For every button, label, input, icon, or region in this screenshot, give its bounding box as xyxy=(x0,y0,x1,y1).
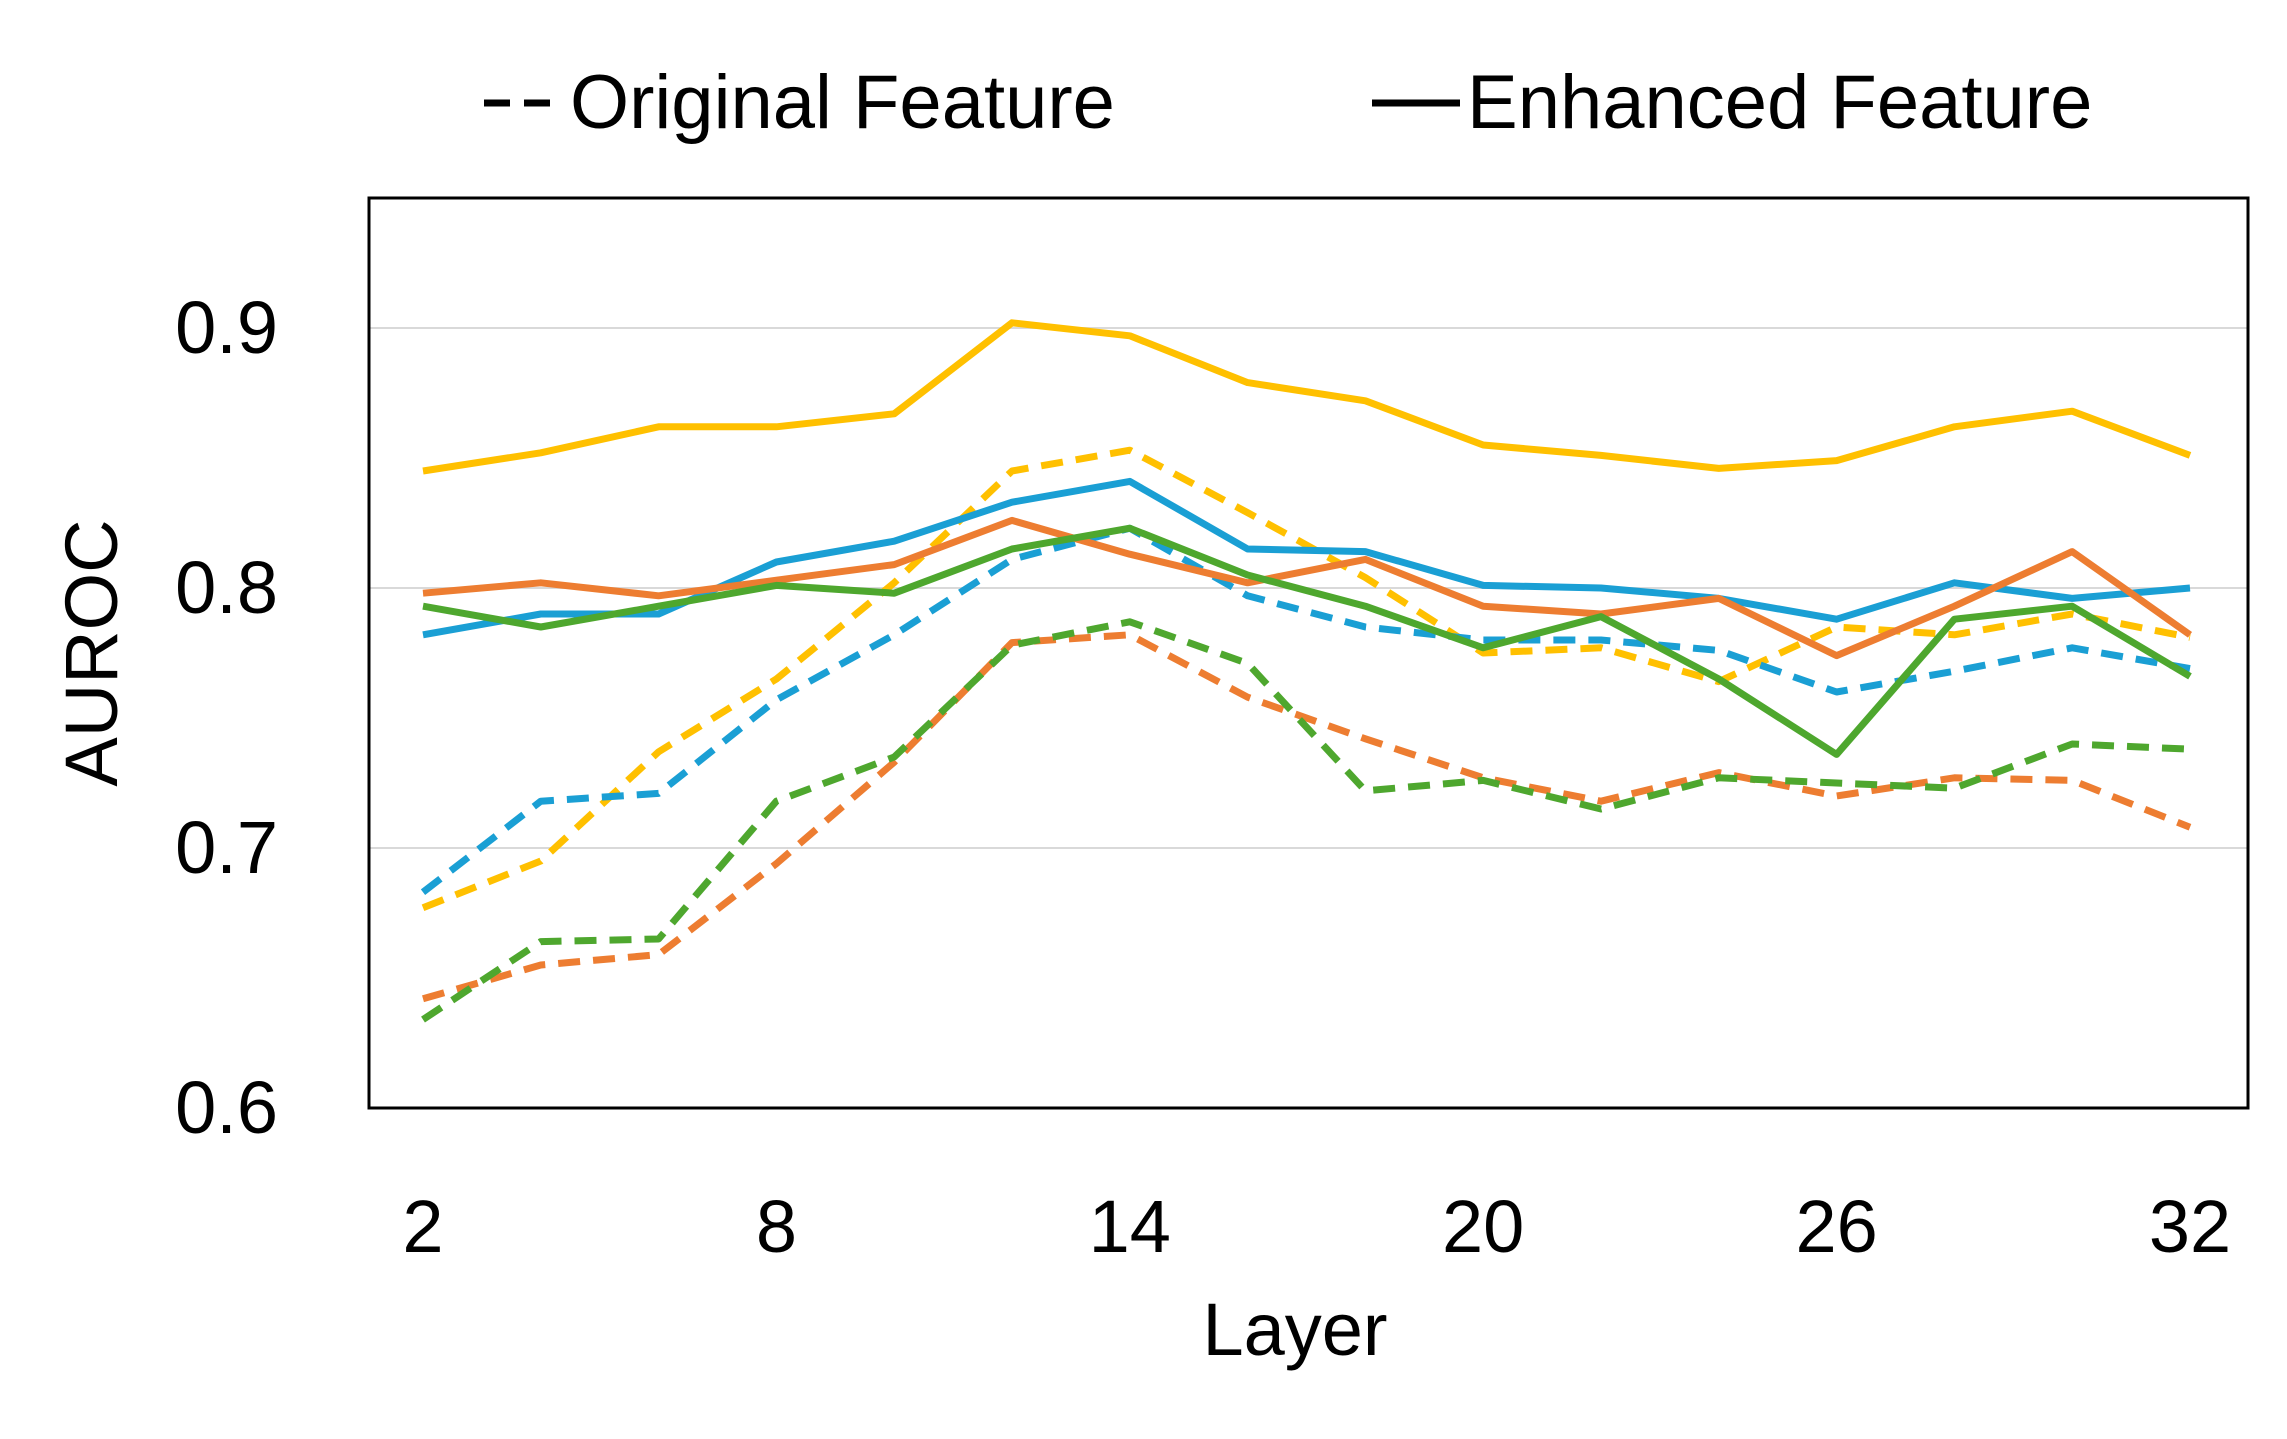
legend-label-enhanced-feature: Enhanced Feature xyxy=(1467,60,2092,145)
y-tick-label: 0.6 xyxy=(175,1066,278,1149)
plot-area-frame xyxy=(367,196,2250,1110)
series-line-dashed-5 xyxy=(420,524,2191,895)
series-line-dashed-4 xyxy=(421,446,2191,912)
y-tick-label: 0.7 xyxy=(175,806,278,889)
y-axis-title: AUROC xyxy=(50,519,133,786)
series-line-dashed-7 xyxy=(421,618,2191,1023)
x-axis-ticks: 2 8 14 20 26 32 xyxy=(402,1185,2231,1268)
x-tick-label: 20 xyxy=(1442,1185,1524,1268)
series-lines xyxy=(420,319,2193,1023)
y-axis-ticks: 0.6 0.7 0.8 0.9 xyxy=(175,286,278,1149)
x-tick-label: 26 xyxy=(1795,1185,1877,1268)
x-tick-label: 14 xyxy=(1089,1185,1171,1268)
x-tick-label: 32 xyxy=(2149,1185,2231,1268)
series-line-dashed-6 xyxy=(422,631,2192,1003)
series-line-solid-1 xyxy=(422,477,2191,639)
series-line-solid-3 xyxy=(422,524,2192,758)
legend: Original Feature Enhanced Feature xyxy=(484,60,2092,145)
y-tick-label: 0.8 xyxy=(175,546,278,629)
y-tick-label: 0.9 xyxy=(175,286,278,369)
legend-label-original-feature: Original Feature xyxy=(570,60,1115,145)
series-line-solid-2 xyxy=(422,516,2193,660)
x-axis-title: Layer xyxy=(1202,1288,1387,1371)
x-tick-label: 2 xyxy=(402,1185,443,1268)
series-line-solid-0 xyxy=(422,319,2192,475)
x-tick-label: 8 xyxy=(756,1185,797,1268)
